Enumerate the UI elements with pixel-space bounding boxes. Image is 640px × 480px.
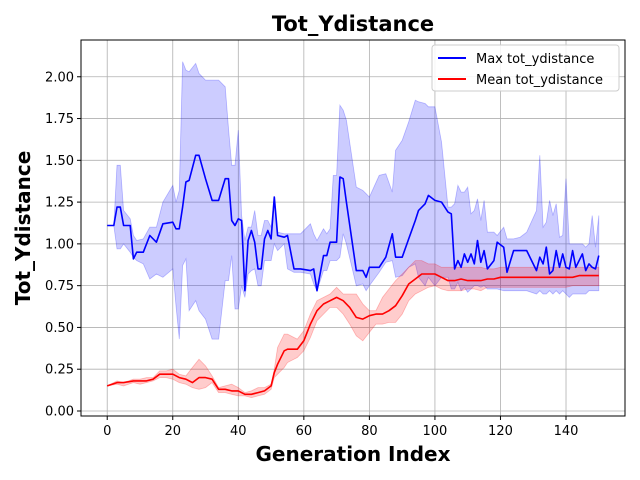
- legend-label-mean: Mean tot_ydistance: [476, 73, 603, 88]
- x-tick-label: 40: [230, 424, 247, 439]
- x-tick-label: 100: [423, 424, 448, 439]
- series-lines: [106, 154, 600, 396]
- max-series-band: [107, 61, 600, 340]
- y-tick-label: 1.50: [45, 154, 74, 169]
- mean-series-band: [107, 260, 600, 399]
- plot-area: [81, 40, 625, 416]
- confidence-bands: [107, 61, 600, 399]
- x-axis-title: Generation Index: [256, 442, 451, 466]
- y-tick-label: 0.50: [45, 321, 74, 336]
- y-tick-label: 1.75: [45, 112, 74, 127]
- mean-series-line: [106, 273, 599, 396]
- y-tick-label: 0.25: [45, 363, 74, 378]
- x-axis-ticks: 0 20 40 60 80 100 120 140: [103, 416, 578, 439]
- legend-label-max: Max tot_ydistance: [476, 52, 594, 67]
- x-tick-label: 80: [361, 424, 378, 439]
- x-tick-label: 140: [554, 424, 579, 439]
- y-tick-label: 0.75: [45, 279, 74, 294]
- chart-title: Tot_Ydistance: [272, 12, 434, 36]
- y-tick-label: 0.00: [45, 404, 74, 419]
- x-tick-label: 60: [296, 424, 313, 439]
- y-tick-label: 1.25: [45, 196, 74, 211]
- y-tick-label: 1.00: [45, 237, 74, 252]
- legend-box: [431, 44, 620, 92]
- x-tick-label: 20: [164, 424, 181, 439]
- x-tick-label: 120: [488, 424, 513, 439]
- max-series-line: [107, 154, 600, 292]
- y-axis-title: Tot_Ydistance: [11, 151, 35, 306]
- y-axis-ticks: 0.00 0.25 0.50 0.75 1.00 1.25 1.50 1.75 2.00: [45, 70, 81, 419]
- x-tick-label: 0: [103, 424, 111, 439]
- legend: Max tot_ydistance Mean tot_ydistance: [431, 44, 620, 92]
- plot-frame: [80, 39, 626, 417]
- y-tick-label: 2.00: [45, 70, 74, 85]
